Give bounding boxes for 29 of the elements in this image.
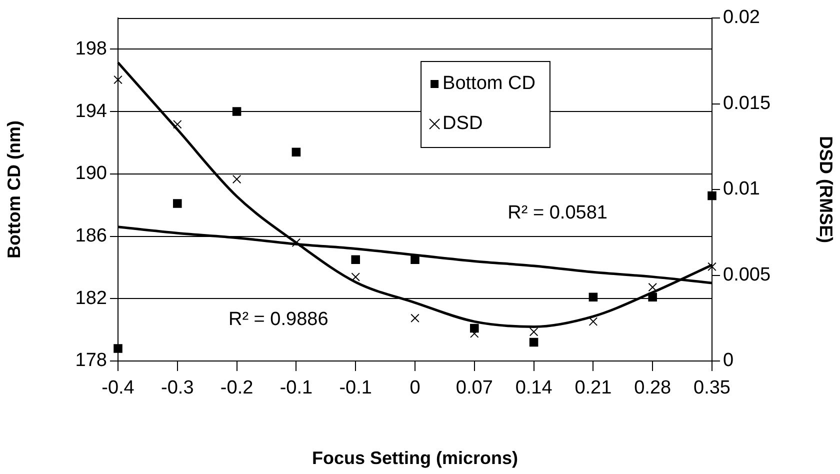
x-tick-label: 0.07 bbox=[456, 378, 493, 399]
x-axis-title: Focus Setting (microns) bbox=[312, 448, 518, 468]
x-tick-label: 0.28 bbox=[634, 378, 672, 399]
y2-axis-title: DSD (RMSE) bbox=[816, 136, 836, 244]
x-tick-label: -0.1 bbox=[280, 378, 313, 399]
annotation: R² = 0.0581 bbox=[508, 202, 608, 224]
y2-tick-label: 0.005 bbox=[723, 264, 771, 286]
y-tick-label: 178 bbox=[75, 350, 107, 372]
y-axis-title: Bottom CD (nm) bbox=[4, 120, 24, 258]
y2-tick-label: 0 bbox=[723, 350, 734, 372]
y-tick-label: 186 bbox=[75, 226, 107, 247]
y-tick-label: 190 bbox=[75, 163, 107, 184]
y2-tick-label: 0.01 bbox=[723, 178, 760, 200]
x-tick-label: -0.3 bbox=[161, 378, 194, 399]
y-tick-label: 194 bbox=[75, 100, 108, 122]
x-tick-label: 0 bbox=[410, 378, 420, 399]
y-tick-label: 198 bbox=[75, 38, 107, 60]
y2-tick-label: 0.015 bbox=[723, 92, 771, 114]
x-tick-label: -0.1 bbox=[339, 378, 372, 399]
x-tick-label: -0.2 bbox=[220, 378, 254, 399]
legend-label: DSD bbox=[442, 113, 483, 134]
x-tick-label: -0.4 bbox=[102, 378, 135, 399]
legend-label: Bottom CD bbox=[442, 73, 536, 94]
x-tick-label: 0.21 bbox=[574, 378, 612, 399]
y2-tick-label: 0.02 bbox=[723, 7, 760, 28]
x-tick-label: 0.35 bbox=[694, 378, 730, 399]
annotation: R² = 0.9886 bbox=[228, 309, 328, 330]
y-tick-label: 182 bbox=[75, 288, 107, 309]
x-tick-label: 0.14 bbox=[515, 378, 553, 399]
